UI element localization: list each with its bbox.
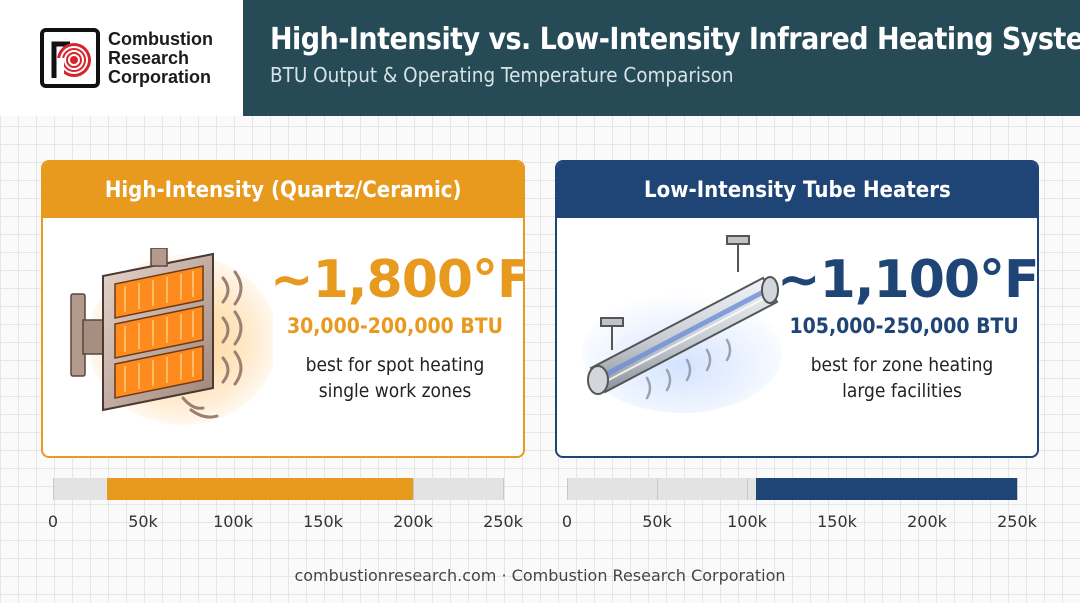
panel-header: Low-Intensity Tube Heaters: [557, 162, 1037, 218]
tick-label: 100k: [213, 512, 253, 531]
panel-stats: ~1,100°F 105,000-250,000 BTU best for zo…: [777, 250, 1039, 404]
use-description: best for zone heating large facilities: [790, 352, 1015, 404]
btu-range: 30,000-200,000 BTU: [286, 314, 504, 338]
title-band: High-Intensity vs. Low-Intensity Infrare…: [243, 0, 1080, 116]
use-description-line: large facilities: [842, 380, 962, 402]
tick-label: 200k: [393, 512, 433, 531]
tick-label: 150k: [303, 512, 343, 531]
tick-label: 0: [47, 512, 59, 531]
combustion-logo-icon: [40, 28, 100, 88]
grid-line: [657, 478, 658, 500]
grid-line: [53, 478, 54, 500]
grid-line: [1017, 478, 1018, 500]
grid-line: [747, 478, 748, 500]
tick-label: 250k: [483, 512, 523, 531]
tick-label: 100k: [727, 512, 767, 531]
brand-name-line: Corporation: [108, 66, 211, 87]
brand-name: Combustion Research Corporation: [108, 28, 213, 87]
range-bar: [107, 478, 413, 500]
tick-label: 200k: [907, 512, 947, 531]
panel-title: Low-Intensity Tube Heaters: [643, 177, 951, 203]
grid-line: [413, 478, 414, 500]
grid-line: [567, 478, 568, 500]
brand-name-line: Combustion: [108, 28, 213, 49]
panel-title: High-Intensity (Quartz/Ceramic): [104, 177, 462, 203]
grid-line: [503, 478, 504, 500]
btu-range-chart-low: 0 50k 100k 150k 200k 250k: [554, 470, 1037, 540]
operating-temperature: ~1,800°F: [270, 250, 525, 310]
low-intensity-panel: Low-Intensity Tube Heaters ~1,: [555, 160, 1039, 458]
tick-label: 50k: [128, 512, 158, 531]
page-subtitle: BTU Output & Operating Temperature Compa…: [270, 63, 734, 87]
tick-label: 250k: [997, 512, 1037, 531]
range-bar: [756, 478, 1017, 500]
panel-stats: ~1,800°F 30,000-200,000 BTU best for spo…: [270, 250, 525, 404]
brand-name-line: Research: [108, 47, 190, 68]
btu-range-chart-high: 0 50k 100k 150k 200k 250k: [40, 470, 523, 540]
operating-temperature: ~1,100°F: [777, 250, 1039, 310]
panel-header: High-Intensity (Quartz/Ceramic): [43, 162, 523, 218]
tick-label: 150k: [817, 512, 857, 531]
quartz-ceramic-heater-icon: [70, 248, 273, 425]
tick-label: 50k: [642, 512, 672, 531]
use-description: best for spot heating single work zones: [283, 352, 508, 404]
use-description-line: best for zone heating: [810, 354, 994, 376]
use-description-line: best for spot heating: [305, 354, 485, 376]
use-description-line: single work zones: [318, 380, 472, 402]
tick-label: 0: [561, 512, 573, 531]
high-intensity-panel: High-Intensity (Quartz/Ceramic): [41, 160, 525, 458]
brand-logo[interactable]: Combustion Research Corporation: [0, 0, 243, 116]
page-title: High-Intensity vs. Low-Intensity Infrare…: [270, 22, 1080, 57]
tube-heater-icon: [582, 235, 782, 413]
footer: combustionresearch.com · Combustion Rese…: [294, 566, 786, 585]
header: Combustion Research Corporation High-Int…: [0, 0, 1080, 116]
btu-range: 105,000-250,000 BTU: [789, 314, 1019, 338]
